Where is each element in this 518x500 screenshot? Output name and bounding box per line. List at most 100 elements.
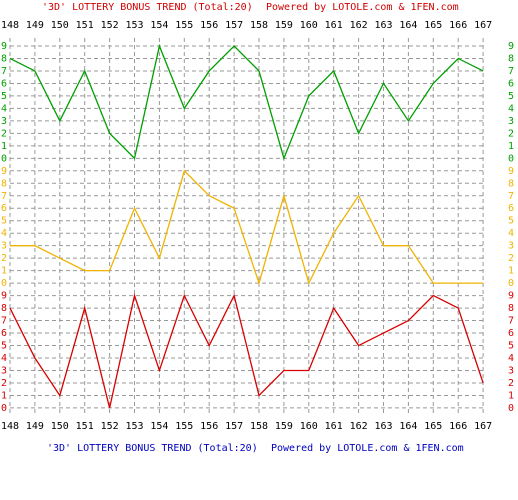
x-tick-label: 162 (350, 20, 368, 31)
y-tick-label-right: 0 (508, 403, 514, 414)
y-tick-label: 0 (1, 403, 7, 414)
y-tick-label-right: 2 (508, 253, 514, 264)
y-tick-label-right: 5 (508, 216, 514, 227)
y-tick-label: 3 (1, 116, 7, 127)
y-tick-label: 8 (1, 303, 7, 314)
y-tick-label-right: 6 (508, 203, 514, 214)
y-tick-label-right: 0 (508, 278, 514, 289)
y-tick-label-right: 2 (508, 128, 514, 139)
y-tick-label: 1 (1, 141, 7, 152)
y-tick-label-right: 9 (508, 41, 514, 52)
x-tick-label-bottom: 165 (424, 421, 442, 432)
y-tick-label: 3 (1, 241, 7, 252)
x-tick-label-bottom: 161 (325, 421, 343, 432)
y-tick-label: 1 (1, 390, 7, 401)
y-tick-label: 2 (1, 253, 7, 264)
x-tick-label-bottom: 166 (449, 421, 467, 432)
x-tick-label: 150 (51, 20, 69, 31)
y-tick-label-right: 3 (508, 365, 514, 376)
y-tick-label: 9 (1, 41, 7, 52)
x-tick-label: 163 (374, 20, 392, 31)
x-tick-label-bottom: 158 (250, 421, 268, 432)
y-tick-label-right: 8 (508, 178, 514, 189)
y-tick-label-right: 6 (508, 328, 514, 339)
y-tick-label-right: 4 (508, 228, 514, 239)
x-tick-label-bottom: 164 (399, 421, 417, 432)
y-tick-label-right: 6 (508, 78, 514, 89)
x-tick-label-bottom: 148 (1, 421, 19, 432)
x-tick-label: 155 (175, 20, 193, 31)
y-tick-label-right: 8 (508, 303, 514, 314)
y-tick-label: 6 (1, 203, 7, 214)
y-tick-label: 5 (1, 91, 7, 102)
x-tick-label-bottom: 151 (76, 421, 94, 432)
y-tick-label-right: 1 (508, 266, 514, 277)
y-tick-label: 0 (1, 278, 7, 289)
x-tick-label-bottom: 154 (150, 421, 168, 432)
x-tick-label-bottom: 155 (175, 421, 193, 432)
y-tick-label: 4 (1, 103, 7, 114)
trend-line (9, 293, 484, 409)
y-tick-label: 5 (1, 341, 7, 352)
y-tick-label-right: 4 (508, 103, 514, 114)
x-tick-label: 157 (225, 20, 243, 31)
y-tick-label-right: 9 (508, 291, 514, 302)
trend-line (9, 43, 484, 161)
x-tick-label: 161 (325, 20, 343, 31)
x-tick-label-bottom: 162 (350, 421, 368, 432)
y-tick-label: 9 (1, 166, 7, 177)
y-tick-label-right: 7 (508, 191, 514, 202)
y-tick-label: 0 (1, 153, 7, 164)
y-tick-label: 6 (1, 78, 7, 89)
x-tick-label: 160 (300, 20, 318, 31)
y-tick-label: 2 (1, 378, 7, 389)
x-tick-label: 164 (399, 20, 417, 31)
y-tick-label-right: 8 (508, 53, 514, 64)
y-tick-label-right: 3 (508, 241, 514, 252)
x-tick-label-bottom: 152 (101, 421, 119, 432)
x-tick-label-bottom: 150 (51, 421, 69, 432)
y-tick-label: 6 (1, 328, 7, 339)
y-tick-label: 8 (1, 178, 7, 189)
x-tick-label: 158 (250, 20, 268, 31)
x-tick-label-bottom: 167 (474, 421, 492, 432)
y-tick-label-right: 3 (508, 116, 514, 127)
y-tick-label: 8 (1, 53, 7, 64)
y-tick-label: 7 (1, 191, 7, 202)
x-tick-label: 153 (125, 20, 143, 31)
x-tick-label: 159 (275, 20, 293, 31)
x-tick-label: 151 (76, 20, 94, 31)
y-tick-label: 7 (1, 66, 7, 77)
chart-title-bottom: '3D' LOTTERY BONUS TREND (Total:20) (47, 443, 258, 454)
x-tick-label: 167 (474, 20, 492, 31)
x-tick-label-bottom: 163 (374, 421, 392, 432)
y-tick-label: 2 (1, 128, 7, 139)
y-tick-label: 9 (1, 291, 7, 302)
y-tick-label-right: 7 (508, 66, 514, 77)
y-tick-label: 4 (1, 353, 7, 364)
y-tick-label: 3 (1, 365, 7, 376)
x-tick-label: 165 (424, 20, 442, 31)
y-tick-label: 4 (1, 228, 7, 239)
y-tick-label: 1 (1, 266, 7, 277)
y-tick-label-right: 1 (508, 141, 514, 152)
y-tick-label-right: 0 (508, 153, 514, 164)
chart-subtitle: Powered by LOTOLE.com & 1FEN.com (266, 2, 459, 13)
chart-title: '3D' LOTTERY BONUS TREND (Total:20) (42, 2, 253, 13)
x-tick-label-bottom: 157 (225, 421, 243, 432)
y-tick-label-right: 9 (508, 166, 514, 177)
x-tick-label: 148 (1, 20, 19, 31)
y-tick-label-right: 5 (508, 91, 514, 102)
x-tick-label-bottom: 156 (200, 421, 218, 432)
x-tick-label-bottom: 153 (125, 421, 143, 432)
y-tick-label-right: 1 (508, 390, 514, 401)
x-tick-label: 154 (150, 20, 168, 31)
x-tick-label: 152 (101, 20, 119, 31)
x-tick-label: 149 (26, 20, 44, 31)
x-tick-label-bottom: 160 (300, 421, 318, 432)
x-tick-label: 166 (449, 20, 467, 31)
y-tick-label-right: 5 (508, 341, 514, 352)
y-tick-label: 7 (1, 316, 7, 327)
